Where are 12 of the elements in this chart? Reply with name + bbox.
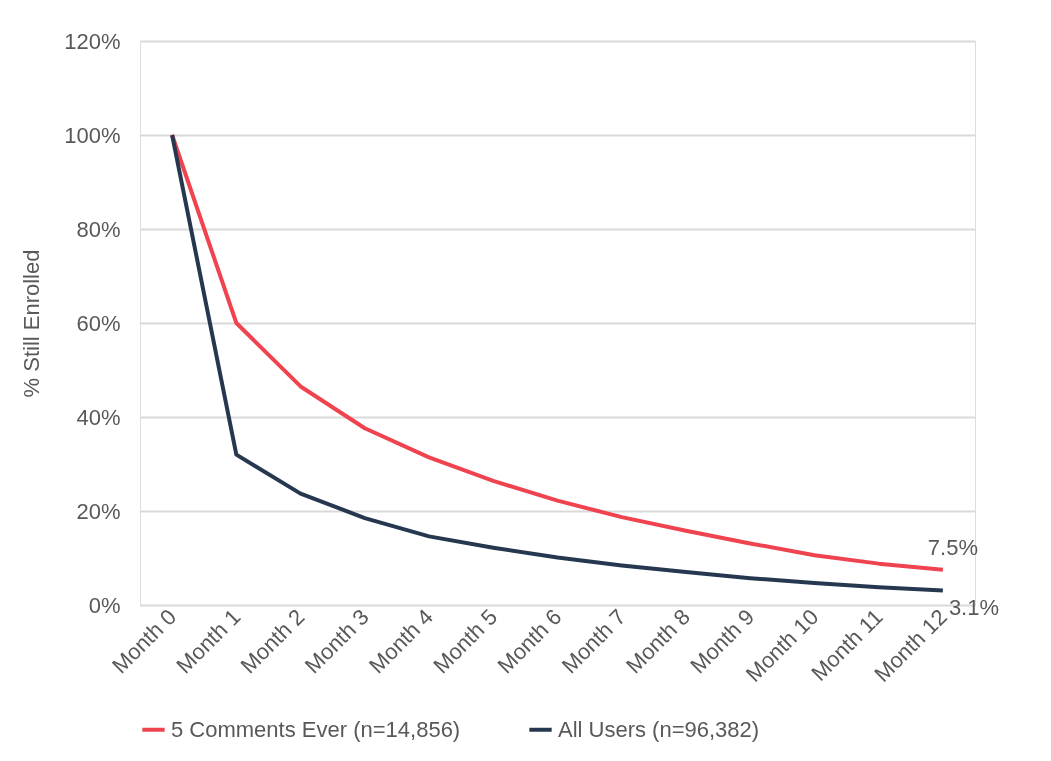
legend-label: All Users (n=96,382) (558, 716, 760, 742)
y-tick-label: 20% (76, 498, 121, 524)
y-tick-label: 60% (76, 310, 121, 336)
y-tick-label: 120% (64, 28, 121, 54)
y-tick-label: 40% (76, 404, 121, 430)
data-label: 7.5% (927, 534, 978, 560)
y-tick-label: 80% (76, 216, 121, 242)
data-label: 3.1% (948, 595, 1000, 621)
y-tick-label: 100% (64, 122, 121, 148)
y-axis-title: % Still Enrolled (19, 249, 45, 398)
y-tick-label: 0% (88, 592, 121, 618)
legend-label: 5 Comments Ever (n=14,856) (171, 716, 461, 742)
